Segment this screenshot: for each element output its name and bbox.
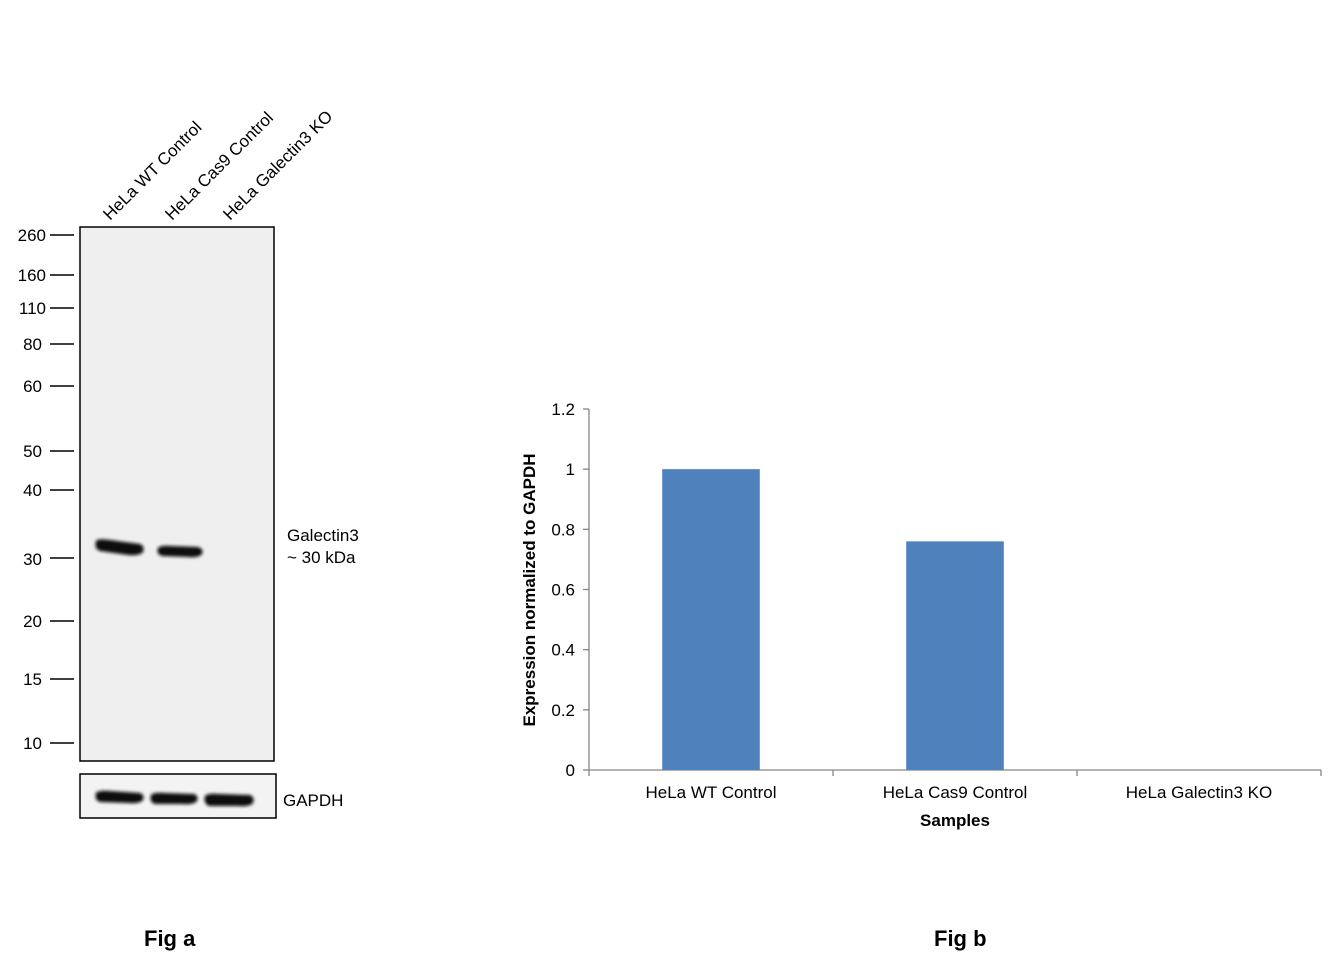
x-tick-label: HeLa WT Control: [645, 783, 776, 802]
x-axis-title: Samples: [920, 811, 990, 830]
y-tick-label: 0.4: [551, 641, 575, 660]
band-lane-1: [95, 539, 144, 556]
y-axis-title: Expression normalized to GAPDH: [520, 454, 539, 727]
x-tick-label: HeLa Galectin3 KO: [1126, 783, 1272, 802]
y-tick-label: 0.6: [551, 581, 575, 600]
marker-label: 10: [23, 734, 42, 753]
blot-panel: [79, 226, 275, 762]
x-tick-label: HeLa Cas9 Control: [883, 783, 1028, 802]
gapdh-band-lane-3: [204, 793, 254, 807]
lane-label-3: HeLa Galectin3 KO: [219, 107, 336, 224]
bar: [906, 541, 1004, 770]
fig-a-label: Fig a: [144, 926, 196, 951]
fig-b-label: Fig b: [934, 926, 987, 951]
bars: [662, 469, 1004, 770]
band-lane-2: [157, 545, 203, 558]
y-tick-label: 0: [566, 761, 575, 780]
marker-label: 80: [23, 335, 42, 354]
band-label-name: Galectin3: [287, 526, 359, 545]
gapdh-bands: [95, 790, 254, 807]
bar-chart: 0 0.2 0.4 0.6 0.8 1 1.2 HeLa WT Control HeLa Ca…: [520, 400, 1322, 830]
y-tick-label: 0.2: [551, 701, 575, 720]
marker-label: 15: [23, 670, 42, 689]
y-tick-label: 0.8: [551, 520, 575, 539]
marker-label: 160: [18, 266, 46, 285]
marker-label: 260: [18, 226, 46, 245]
lane-label-2: HeLa Cas9 Control: [161, 108, 277, 224]
gapdh-band-lane-1: [95, 790, 144, 804]
western-blot: HeLa WT Control HeLa Cas9 Control HeLa G…: [18, 107, 359, 819]
marker-label: 20: [23, 612, 42, 631]
galectin3-bands: [95, 539, 203, 558]
gapdh-band-lane-2: [150, 792, 198, 805]
marker-label: 50: [23, 442, 42, 461]
marker-label: 60: [23, 377, 42, 396]
x-axis: HeLa WT Control HeLa Cas9 Control HeLa Gal…: [588, 769, 1322, 802]
band-label-size: ~ 30 kDa: [287, 548, 356, 567]
y-tick-label: 1: [566, 460, 575, 479]
y-tick-label: 1.2: [551, 400, 575, 419]
marker-label: 40: [23, 481, 42, 500]
gapdh-label: GAPDH: [283, 791, 343, 810]
bar: [662, 469, 760, 770]
marker-label: 110: [19, 299, 46, 318]
y-axis: 0 0.2 0.4 0.6 0.8 1 1.2: [551, 400, 590, 780]
marker-ladder: 260 160 110 80 60 50 40 30 20 15 10: [18, 226, 74, 753]
marker-label: 30: [23, 550, 42, 569]
